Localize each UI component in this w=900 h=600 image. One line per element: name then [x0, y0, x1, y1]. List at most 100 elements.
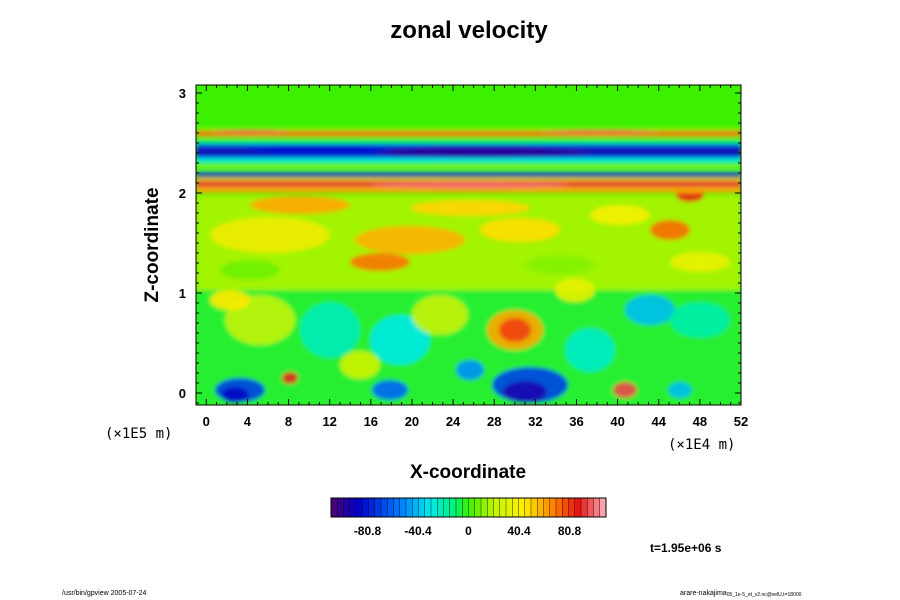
field-patch: [355, 226, 465, 254]
x-scale-note: (×1E4 m): [668, 437, 735, 453]
colorbar-ticks: -80.8 -40.4 0 40.4 80.8: [354, 524, 582, 538]
field-patch: [250, 196, 350, 214]
field-patch: [250, 146, 390, 154]
colorbar-cell: [343, 497, 351, 518]
x-tick-label: 40: [610, 414, 624, 429]
field-patch: [372, 380, 408, 400]
field-patch: [668, 382, 692, 398]
field-patch: [525, 255, 595, 275]
x-tick-label: 36: [569, 414, 583, 429]
colorbar-cell: [524, 497, 532, 518]
colorbar-cell: [412, 497, 420, 518]
field-patch: [300, 302, 360, 358]
colorbar-cell: [355, 497, 363, 518]
footer-left: /usr/bin/gpview 2005-07-24: [62, 590, 147, 597]
y-axis-label: Z-coordinate: [142, 187, 163, 302]
colorbar-cell: [368, 497, 376, 518]
field-patch: [590, 205, 650, 225]
field-patch: [210, 290, 250, 310]
x-tick-label: 32: [528, 414, 542, 429]
colorbar-cell: [505, 497, 513, 518]
x-tick-label: 12: [322, 414, 336, 429]
colorbar-tick-label: 0: [465, 524, 472, 538]
colorbar-cell: [499, 497, 507, 518]
y-tick-label: 3: [179, 86, 186, 101]
colorbar-cell: [580, 497, 588, 518]
field-patch: [220, 260, 280, 280]
y-tick-label: 1: [179, 286, 186, 301]
colorbar-cell: [474, 497, 482, 518]
colorbar-cell: [555, 497, 563, 518]
velocity-field: [196, 85, 741, 405]
y-scale-note: (×1E5 m): [105, 426, 172, 442]
x-tick-label: 8: [285, 414, 292, 429]
field-patch: [412, 295, 468, 335]
x-tick-label: 48: [693, 414, 707, 429]
colorbar-cell: [337, 497, 345, 518]
colorbar-cell: [549, 497, 557, 518]
field-band: [196, 158, 741, 163]
field-patch: [480, 218, 560, 242]
colorbar-cell: [387, 497, 395, 518]
x-tick-label: 52: [734, 414, 748, 429]
footer-right: arare-nakajima05_1e-5_et_v2.nc@velU,t=18…: [680, 590, 802, 598]
x-tick-label: 20: [405, 414, 419, 429]
colorbar-cell: [593, 497, 601, 518]
colorbar-cell: [424, 497, 432, 518]
x-axis-ticks: 0 4 8 12 16 20 24 28 32 36 40 44 48 52: [203, 85, 748, 429]
y-tick-label: 2: [179, 186, 186, 201]
colorbar-tick-label: 80.8: [558, 524, 582, 538]
field-patch: [410, 200, 530, 216]
field-patch: [540, 130, 660, 134]
chart-title: zonal velocity: [390, 17, 548, 44]
colorbar-cell: [599, 497, 607, 518]
colorbar-cell: [437, 497, 445, 518]
field-patch: [650, 220, 690, 240]
field-patch: [499, 318, 531, 342]
field-patch: [370, 315, 430, 365]
field-patch: [282, 372, 298, 384]
x-tick-label: 0: [203, 414, 210, 429]
colorbar-cell: [493, 497, 501, 518]
field-patch: [503, 381, 547, 403]
colorbar-cell: [362, 497, 370, 518]
colorbar-tick-label: -40.4: [404, 524, 432, 538]
field-patch: [625, 295, 675, 325]
y-axis-ticks: 0 1 2 3: [179, 86, 741, 404]
colorbar-cell: [443, 497, 451, 518]
footer-right-main: arare-nakajima: [680, 590, 727, 597]
colorbar-cell: [405, 497, 413, 518]
colorbar-cell: [562, 497, 570, 518]
colorbar-tick-label: -80.8: [354, 524, 382, 538]
field-band: [196, 128, 741, 131]
colorbar: [330, 497, 607, 518]
colorbar-cell: [512, 497, 520, 518]
x-tick-label: 44: [652, 414, 667, 429]
colorbar-cell: [543, 497, 551, 518]
colorbar-cell: [374, 497, 382, 518]
colorbar-cell: [430, 497, 438, 518]
colorbar-cell: [480, 497, 488, 518]
colorbar-cell: [380, 497, 388, 518]
field-patch: [221, 387, 249, 403]
x-tick-label: 28: [487, 414, 501, 429]
footer-right-sub: 05_1e-5_et_v2.nc@velU,t=18000: [727, 592, 802, 598]
field-patch: [370, 147, 590, 157]
field-band: [196, 187, 741, 193]
colorbar-cell: [449, 497, 457, 518]
field-band: [196, 134, 741, 137]
colorbar-cell: [487, 497, 495, 518]
x-tick-label: 4: [244, 414, 252, 429]
colorbar-cell: [393, 497, 401, 518]
field-patch: [210, 130, 290, 134]
x-tick-label: 16: [364, 414, 378, 429]
field-patch: [456, 360, 484, 380]
field-band: [196, 140, 741, 146]
field-patch: [670, 252, 730, 272]
field-band: [196, 172, 741, 174]
colorbar-cell: [330, 497, 338, 518]
y-tick-label: 0: [179, 386, 186, 401]
colorbar-cell: [530, 497, 538, 518]
field-patch: [370, 182, 570, 188]
